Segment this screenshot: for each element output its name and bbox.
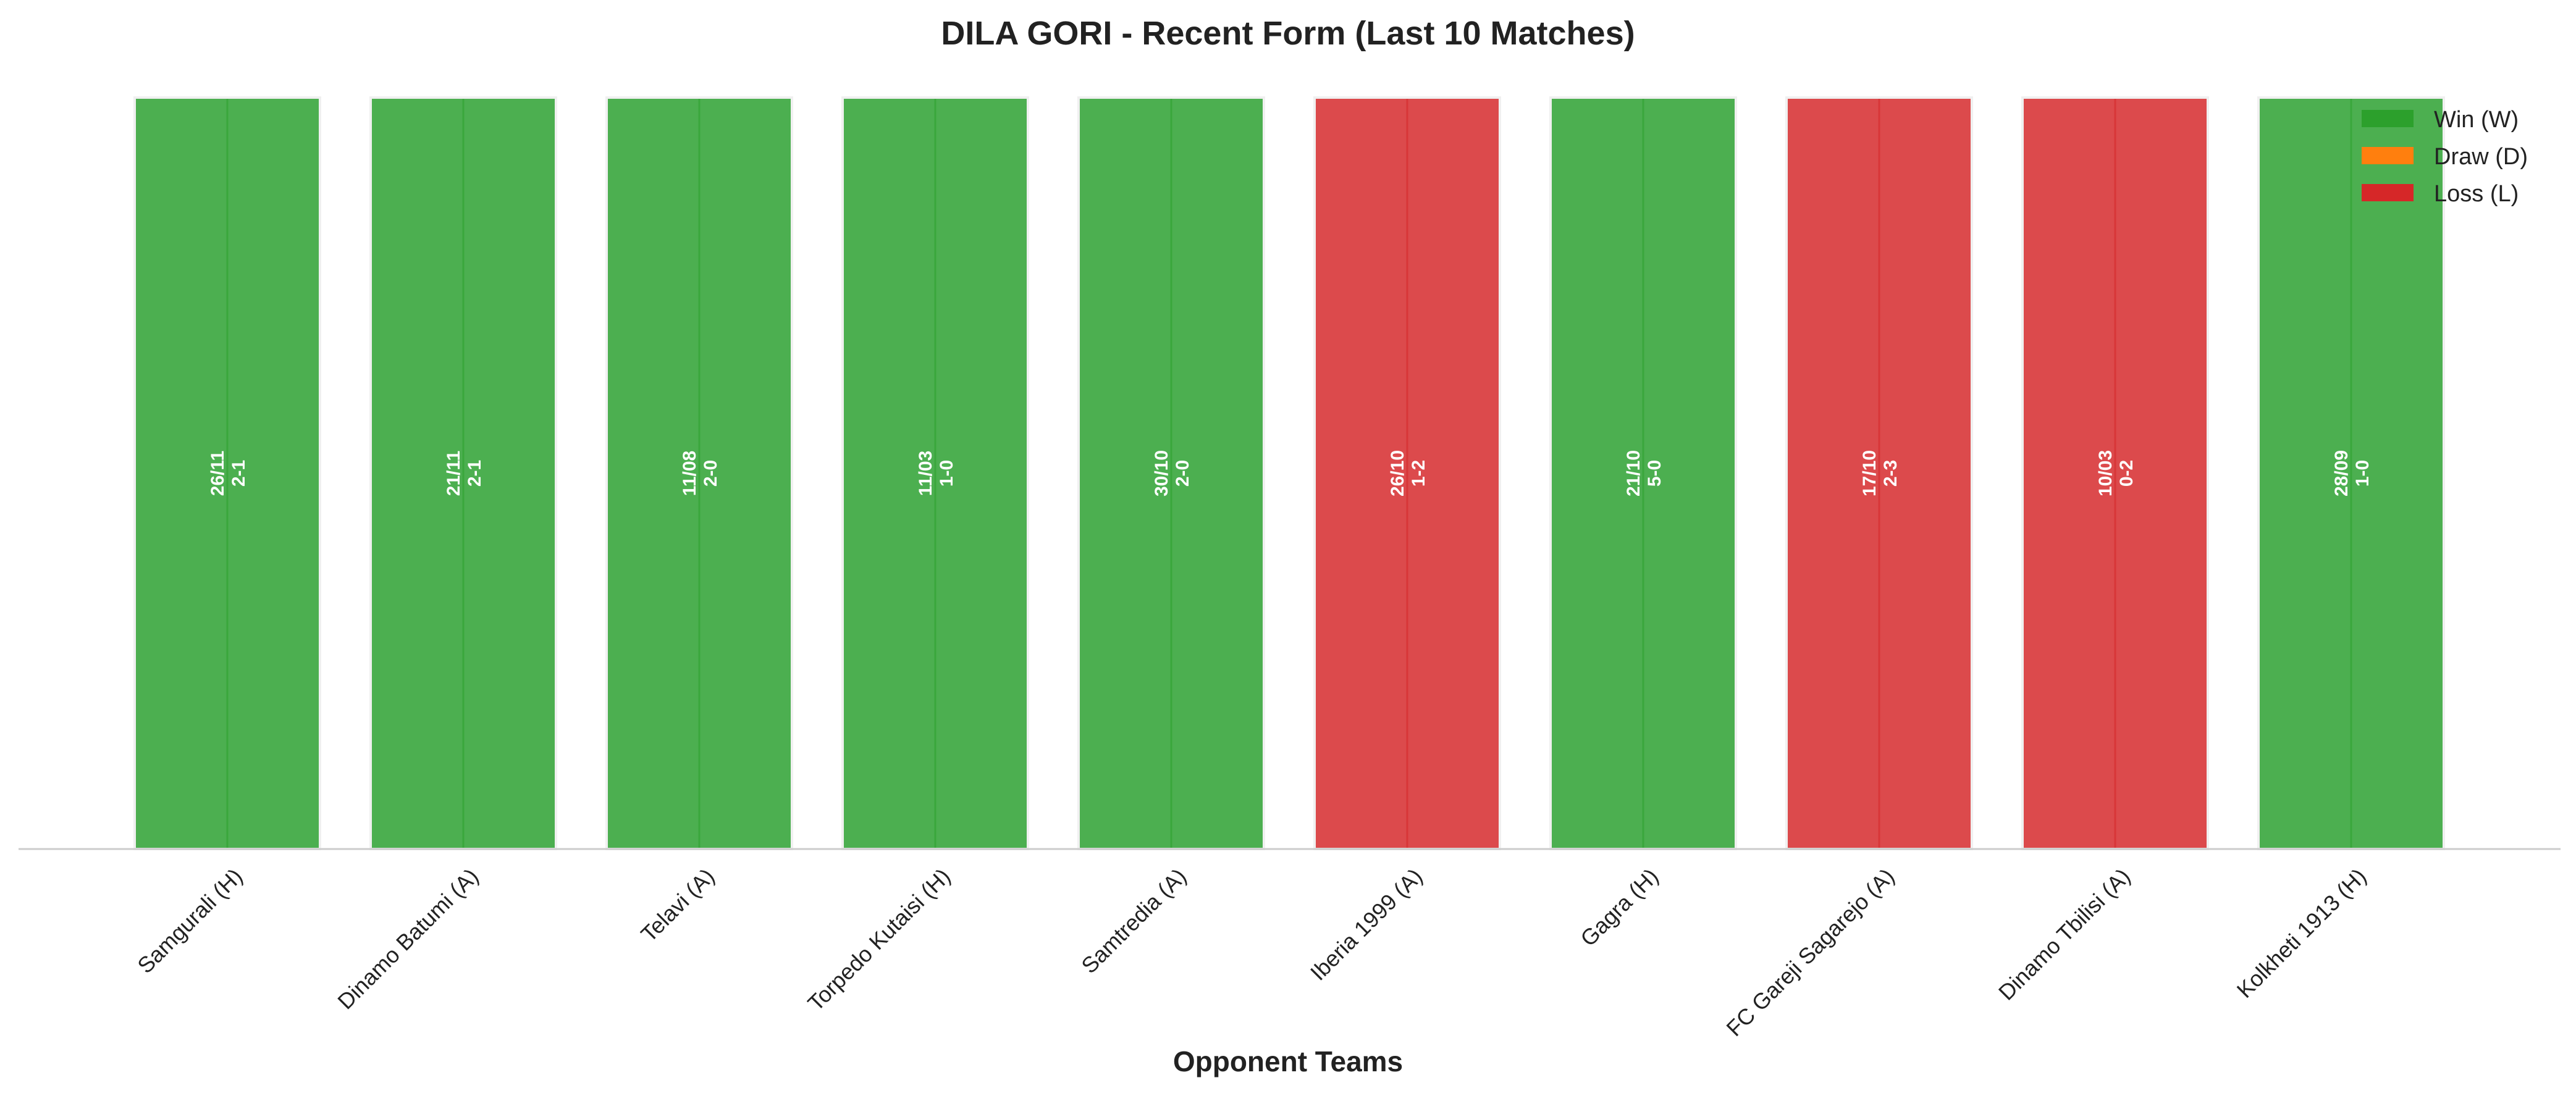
bar-group: 30/102-0 [1077,96,1265,850]
bar-label-date: 17/10 [1859,450,1880,496]
bar-label-date: 11/08 [680,451,700,496]
x-tick-label: FC Gareji Sagarejo (A) [1721,863,1899,1041]
legend: Win (W) Draw (D) Loss (L) [2362,107,2528,207]
x-tick-label: Samtredia (A) [1076,863,1191,978]
bar-group: 26/112-1 [133,96,321,850]
bar-label-score: 2-1 [229,460,249,487]
bar-group: 17/102-3 [1785,96,1973,850]
bar-group: 21/112-1 [369,96,557,850]
bar-label: 30/102-0 [1151,450,1193,496]
bar-label-date: 28/09 [2331,450,2352,496]
legend-label: Loss (L) [2434,181,2519,207]
bar-group: 28/091-0 [2257,96,2445,850]
bar-label-score: 1-0 [2352,460,2373,487]
bar-label-date: 11/03 [915,451,936,496]
bar-label-score: 0-2 [2116,460,2137,487]
legend-label: Draw (D) [2434,144,2528,170]
bar-label: 28/091-0 [2331,450,2373,496]
bar-group: 10/030-2 [2021,96,2209,850]
x-tick-labels: Samgurali (H) Dinamo Batumi (A) Telavi (A)… [132,863,2371,1041]
legend-swatch-w [2362,110,2414,127]
x-tick-label: Iberia 1999 (A) [1305,863,1427,985]
x-tick-label: Kolkheti 1913 (H) [2232,863,2372,1003]
legend-swatch-d [2362,147,2414,164]
bar-label: 26/112-1 [208,451,249,496]
bar-label-score: 2-1 [465,460,485,487]
bars-layer: 26/112-1 21/112-1 11/082-0 11/031-0 30/102-0… [133,96,2445,850]
bar-group: 21/105-0 [1549,96,1737,850]
bar-label: 11/031-0 [915,451,957,496]
bar-label-score: 5-0 [1644,460,1665,487]
bar-label: 17/102-3 [1859,450,1901,496]
chart-title: DILA GORI - Recent Form (Last 10 Matches… [941,15,1635,52]
bar-label-date: 26/11 [208,451,228,496]
bar-label-date: 21/11 [444,451,464,496]
bar-label-score: 2-3 [1880,460,1901,487]
x-tick-label: Telavi (A) [636,863,719,947]
bar-label-date: 26/10 [1387,450,1408,496]
x-tick-label: Torpedo Kutaisi (H) [802,863,955,1016]
x-tick-label: Dinamo Tbilisi (A) [1993,863,2135,1005]
x-axis-label: Opponent Teams [1173,1045,1403,1077]
bar-group: 26/101-2 [1313,96,1501,850]
legend-swatch-l [2362,184,2414,201]
bar-label-score: 2-0 [701,460,721,487]
bar-label-score: 1-2 [1408,460,1429,487]
bar-label: 26/101-2 [1387,450,1429,496]
bar-label: 11/082-0 [680,451,721,496]
bar-label-score: 1-0 [937,460,957,487]
x-tick-label: Samgurali (H) [132,863,247,978]
bar-label: 21/112-1 [444,451,485,496]
bar-group: 11/031-0 [841,96,1029,850]
x-tick-label: Dinamo Batumi (A) [332,863,483,1014]
bar-label-date: 21/10 [1623,450,1644,496]
bar-label: 21/105-0 [1623,450,1665,496]
x-tick-label: Gagra (H) [1575,863,1663,951]
bar-label: 10/030-2 [2095,450,2137,496]
bar-label-date: 30/10 [1151,450,1172,496]
bar-group: 11/082-0 [605,96,793,850]
bar-label-date: 10/03 [2095,450,2116,496]
legend-label: Win (W) [2434,107,2519,133]
bar-label-score: 2-0 [1172,460,1193,487]
